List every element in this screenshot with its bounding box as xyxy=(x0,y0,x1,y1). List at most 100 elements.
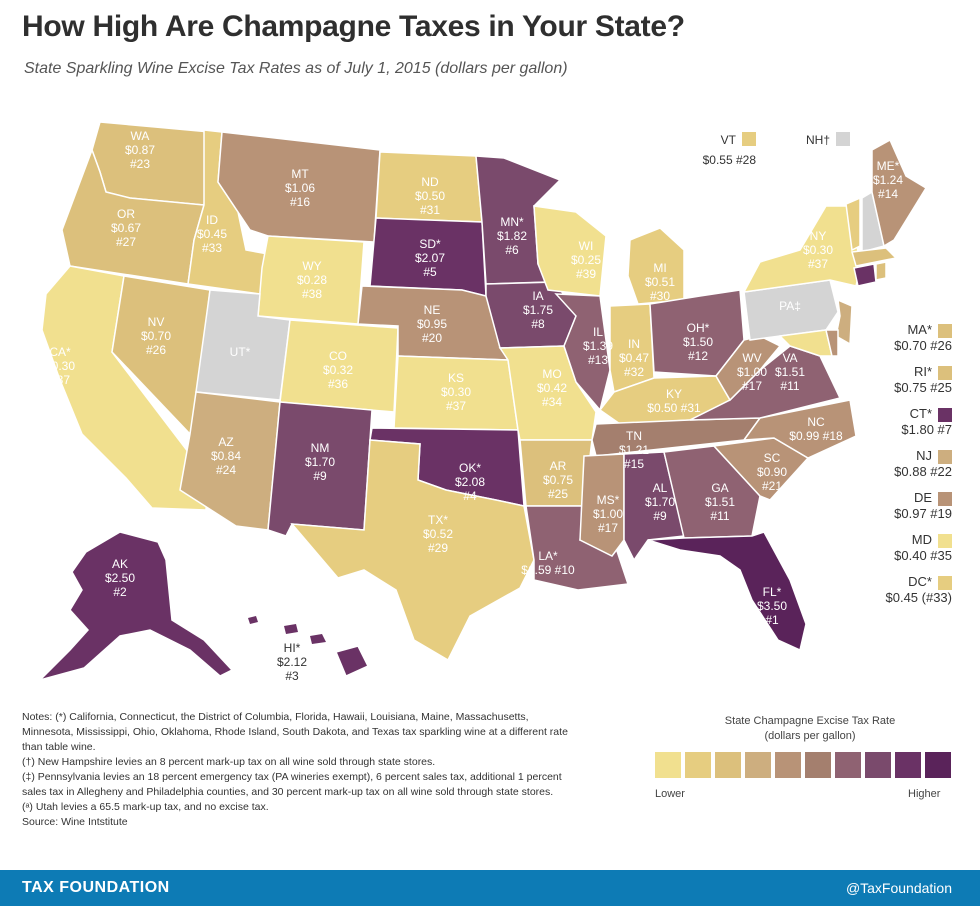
state-MA[interactable] xyxy=(851,247,898,267)
state-HI[interactable] xyxy=(334,645,370,678)
label-FL: FL* $3.50 #1 xyxy=(757,585,787,627)
note-ut: (ᵃ) Utah levies a 65.5 mark-up tax, and … xyxy=(22,801,269,813)
label-AR: AR $0.75 #25 xyxy=(543,459,573,501)
legend-title: State Champagne Excise Tax Rate (dollars… xyxy=(660,714,960,744)
label-MN: MN* $1.82 #6 xyxy=(497,215,527,257)
state-DE[interactable] xyxy=(825,329,839,357)
label-AK: AK $2.50 #2 xyxy=(105,557,135,599)
note-main: Notes: (*) California, Connecticut, the … xyxy=(22,711,568,753)
state-IL[interactable] xyxy=(554,293,611,412)
label-OR: OR $0.67 #27 xyxy=(111,207,141,249)
state-GA[interactable] xyxy=(663,445,761,539)
label-GA: GA $1.51 #11 xyxy=(705,481,735,523)
legend-swatch-4 xyxy=(745,752,771,778)
label-ID: ID $0.45 #33 xyxy=(197,213,227,255)
label-CA: CA* $0.30 #37 xyxy=(45,345,75,387)
state-WI[interactable] xyxy=(533,205,607,297)
footer-bar: TAX FOUNDATION @TaxFoundation xyxy=(0,870,980,906)
legend-swatch-6 xyxy=(805,752,831,778)
state-HI-islands xyxy=(248,616,326,644)
side-item-de: DE $0.97 #19 xyxy=(894,490,952,521)
label-ME: ME* $1.24 #14 xyxy=(873,159,903,201)
legend-subtitle-text: (dollars per gallon) xyxy=(764,730,856,742)
legend-swatch-10 xyxy=(925,752,951,778)
side-item-rate: $0.70 #26 xyxy=(894,337,952,353)
map-title: How High Are Champagne Taxes in Your Sta… xyxy=(22,10,685,43)
label-MI: MI $0.51 #30 xyxy=(645,261,675,303)
side-item-swatch xyxy=(938,491,952,506)
label-SC: SC $0.90 #21 xyxy=(757,451,787,493)
label-AZ: AZ $0.84 #24 xyxy=(211,435,241,477)
label-NM: NM $1.70 #9 xyxy=(305,441,335,483)
label-WA: WA $0.87 #23 xyxy=(125,129,155,171)
notes-block: Notes: (*) California, Connecticut, the … xyxy=(22,710,582,830)
state-NJ[interactable] xyxy=(835,298,853,346)
side-item-abbr: DC* xyxy=(908,574,932,589)
label-IL: IL $1.39 #13 xyxy=(583,325,613,367)
label-WY: WY $0.28 #38 xyxy=(297,259,327,301)
state-CO[interactable] xyxy=(279,319,399,413)
side-item-abbr: RI* xyxy=(913,364,932,379)
label-MO: MO $0.42 #34 xyxy=(537,367,567,409)
legend-swatch-7 xyxy=(835,752,861,778)
legend-swatch-8 xyxy=(865,752,891,778)
state-WY[interactable] xyxy=(257,235,365,325)
label-KY: KY $0.50 #31 xyxy=(647,387,701,415)
legend-lower-label: Lower xyxy=(655,788,685,800)
state-MD[interactable] xyxy=(778,329,833,357)
side-item-rate: $0.75 #25 xyxy=(894,379,952,395)
swatch-VT xyxy=(742,132,756,146)
side-item-abbr: DE xyxy=(913,490,932,505)
state-TX[interactable] xyxy=(290,439,535,662)
state-MS[interactable] xyxy=(579,453,625,557)
state-VT[interactable] xyxy=(845,196,861,252)
side-item-swatch xyxy=(938,323,952,338)
callout-VT-rate: $0.55 #28 xyxy=(703,153,757,167)
label-NY: NY $0.30 #37 xyxy=(803,229,833,271)
side-item-rate: $0.88 #22 xyxy=(894,463,952,479)
side-item-swatch xyxy=(938,575,952,590)
legend-title-text: State Champagne Excise Tax Rate xyxy=(724,715,896,727)
state-VA[interactable] xyxy=(689,345,842,421)
legend-swatch-5 xyxy=(775,752,801,778)
state-RI[interactable] xyxy=(875,261,887,281)
label-OH: OH* $1.50 #12 xyxy=(683,321,713,363)
state-CT[interactable] xyxy=(853,263,877,287)
us-state-map: WA $0.87 #23 OR $0.67 #27 CA* $0.30 #37 NV $0.70 #2… xyxy=(37,122,928,683)
side-item-dc: DC* $0.45 (#33) xyxy=(885,574,953,605)
legend-swatch-2 xyxy=(685,752,711,778)
state-ME[interactable] xyxy=(871,138,928,248)
legend-swatch-1 xyxy=(655,752,681,778)
label-CO: CO $0.32 #36 xyxy=(323,349,353,391)
side-item-swatch xyxy=(938,407,952,422)
side-item-abbr: NJ xyxy=(916,448,932,463)
side-item-abbr: MA* xyxy=(907,322,932,337)
state-AK[interactable] xyxy=(37,531,234,682)
callout-VT-abbr: VT xyxy=(721,133,737,147)
label-NC: NC $0.99 #18 xyxy=(789,415,843,443)
label-TN: TN $1.21 #15 xyxy=(619,429,649,471)
note-nh: (†) New Hampshire levies an 8 percent ma… xyxy=(22,756,436,768)
side-item-abbr: CT* xyxy=(909,406,932,421)
legend-color-scale xyxy=(655,752,951,778)
label-OK: OK* $2.08 #4 xyxy=(455,461,485,503)
side-item-rate: $0.40 #35 xyxy=(894,547,952,563)
map-subtitle: State Sparkling Wine Excise Tax Rates as… xyxy=(24,60,568,77)
label-TX: TX* $0.52 #29 xyxy=(423,513,453,555)
label-NE: NE $0.95 #20 xyxy=(417,303,447,345)
state-WV[interactable] xyxy=(715,335,782,402)
side-item-rate: $0.45 (#33) xyxy=(885,589,953,605)
state-labels: WA $0.87 #23 OR $0.67 #27 CA* $0.30 #37 NV $0.70 #2… xyxy=(45,129,903,683)
label-MT: MT $1.06 #16 xyxy=(285,167,315,209)
legend-swatch-9 xyxy=(895,752,921,778)
label-AL: AL $1.70 #9 xyxy=(645,481,675,523)
state-FL[interactable] xyxy=(647,531,807,652)
legend-swatch-3 xyxy=(715,752,741,778)
label-VA: VA $1.51 #11 xyxy=(775,351,805,393)
label-UT: UT* xyxy=(230,345,251,359)
label-WI: WI $0.25 #39 xyxy=(571,239,601,281)
note-pa: (‡) Pennsylvania levies an 18 percent em… xyxy=(22,771,562,798)
legend-higher-label: Higher xyxy=(908,788,941,800)
footer-handle[interactable]: @TaxFoundation xyxy=(845,880,952,896)
label-PA: PA‡ xyxy=(779,299,801,313)
